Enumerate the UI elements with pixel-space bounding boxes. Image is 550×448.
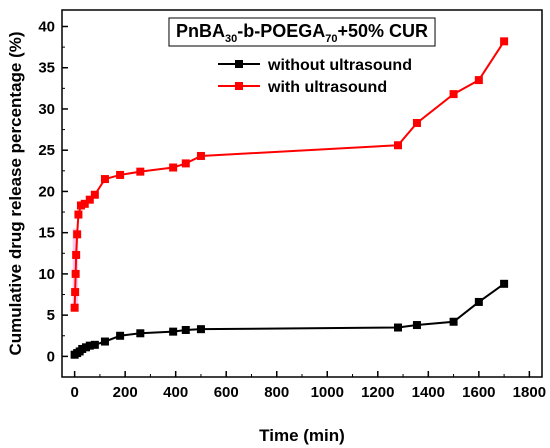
data-point xyxy=(474,297,483,306)
data-point xyxy=(71,288,80,297)
data-point xyxy=(169,327,178,336)
data-point xyxy=(72,250,81,259)
data-point xyxy=(449,90,458,99)
data-point xyxy=(449,317,458,326)
y-tick-label: 15 xyxy=(38,225,55,242)
data-point xyxy=(394,141,402,150)
series-line xyxy=(74,282,505,356)
y-tick-label: 30 xyxy=(38,101,55,118)
y-axis-title: Cumulative drug release percentage (%) xyxy=(6,31,25,355)
data-point xyxy=(90,340,99,349)
x-tick-label: 600 xyxy=(214,384,239,401)
data-point xyxy=(394,323,402,332)
y-tick-label: 0 xyxy=(47,348,55,365)
title-subscript-2: 70 xyxy=(325,33,337,45)
x-tick-label: 800 xyxy=(264,384,289,401)
data-point xyxy=(500,279,509,288)
data-point xyxy=(116,170,125,179)
x-tick-label: 1000 xyxy=(311,384,344,401)
data-point xyxy=(80,199,89,208)
legend: without ultrasound with ultrasound xyxy=(218,57,412,96)
title-subscript-1: 30 xyxy=(225,33,237,45)
legend-label: without ultrasound xyxy=(267,57,412,74)
y-tick-label: 20 xyxy=(38,183,55,200)
data-point xyxy=(90,190,99,199)
chart-title: PnBA30-b-POEGA70+50% CUR xyxy=(176,21,428,45)
title-prefix: PnBA xyxy=(176,21,225,41)
data-point xyxy=(412,321,421,330)
data-point xyxy=(85,341,94,350)
x-tick-label: 400 xyxy=(163,384,188,401)
data-point xyxy=(73,230,82,239)
x-tick-label: 1800 xyxy=(513,384,546,401)
data-point xyxy=(136,329,145,338)
legend-marker xyxy=(235,82,243,90)
chart-title-box: PnBA30-b-POEGA70+50% CUR xyxy=(168,17,436,47)
data-point xyxy=(169,163,178,172)
series-without-ultrasound xyxy=(70,279,509,359)
x-axis-title: Time (min) xyxy=(259,426,345,445)
y-tick-label: 5 xyxy=(47,307,55,324)
title-middle: -b-POEGA xyxy=(237,21,325,41)
data-point xyxy=(412,118,421,127)
y-tick-label: 35 xyxy=(38,60,55,77)
data-point xyxy=(100,337,109,346)
data-point xyxy=(181,159,190,168)
data-point xyxy=(136,167,145,176)
x-axis-ticks: 0 200 400 600 800 1000 1200 1400 1600 1800 xyxy=(70,371,546,401)
data-point xyxy=(196,151,205,160)
data-point xyxy=(100,175,109,184)
y-tick-label: 25 xyxy=(38,142,55,159)
data-point xyxy=(74,210,83,219)
data-point xyxy=(71,269,80,278)
y-tick-label: 40 xyxy=(38,18,55,35)
x-tick-label: 0 xyxy=(70,384,78,401)
data-point xyxy=(500,37,509,46)
data-point xyxy=(474,76,483,85)
x-tick-label: 200 xyxy=(113,384,138,401)
title-frame xyxy=(168,17,436,47)
data-point xyxy=(116,331,125,340)
series-layer xyxy=(70,37,509,359)
series-with-ultrasound xyxy=(70,37,509,312)
x-tick-label: 1600 xyxy=(462,384,495,401)
x-tick-label: 1200 xyxy=(361,384,394,401)
title-suffix: +50% CUR xyxy=(337,21,428,41)
x-tick-label: 1400 xyxy=(412,384,445,401)
data-point xyxy=(196,325,205,334)
y-tick-label: 10 xyxy=(38,266,55,283)
legend-marker xyxy=(235,60,243,68)
legend-label: with ultrasound xyxy=(267,79,387,96)
data-point xyxy=(181,325,190,334)
data-point xyxy=(85,195,94,204)
data-point xyxy=(70,303,79,312)
y-axis-ticks: 0 5 10 15 20 25 30 35 40 xyxy=(38,18,68,365)
